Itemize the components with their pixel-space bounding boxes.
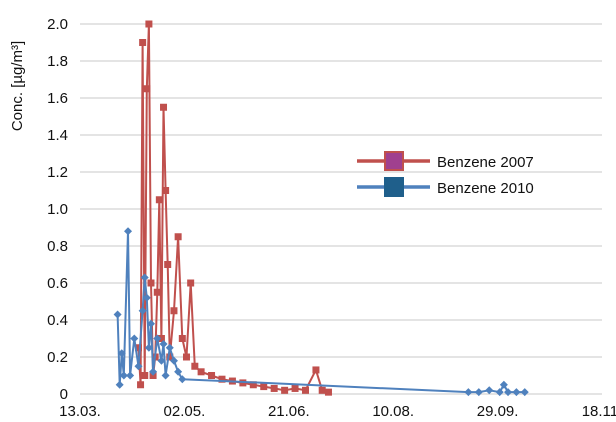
x-tick-label: 21.06.: [268, 403, 310, 420]
y-tick-label: 0.8: [47, 238, 68, 255]
y-axis-title: Conc. [µg/m³]: [9, 41, 26, 131]
data-point: [187, 279, 195, 287]
legend: Benzene 2007 Benzene 2010: [357, 151, 534, 197]
data-point: [117, 349, 126, 358]
data-point: [139, 39, 147, 46]
data-point: [119, 371, 128, 380]
series-benzene-2007: [134, 20, 332, 396]
data-point: [149, 367, 158, 376]
data-point: [174, 233, 182, 241]
data-point: [115, 380, 124, 389]
data-point: [147, 279, 155, 287]
data-point: [159, 340, 168, 349]
data-point: [178, 375, 187, 384]
data-point: [124, 227, 133, 236]
data-point: [312, 366, 320, 374]
data-point: [182, 353, 190, 361]
y-tick-label: 0.6: [47, 275, 68, 292]
y-tick-label: 0: [60, 386, 68, 403]
data-point: [142, 293, 151, 302]
data-point: [137, 381, 145, 389]
y-tick-label: 0.4: [47, 312, 68, 329]
y-tick-label: 1.0: [47, 201, 68, 218]
data-point: [302, 386, 310, 394]
data-point: [126, 371, 135, 380]
data-point: [474, 388, 483, 397]
data-point: [162, 187, 170, 194]
data-point: [281, 386, 289, 394]
legend-entry-benzene-2010: Benzene 2010: [357, 177, 534, 197]
data-point: [504, 388, 513, 397]
data-point: [169, 356, 178, 365]
y-tick-label: 1.6: [47, 90, 68, 107]
x-tick-label: 02.05.: [164, 403, 206, 420]
data-point: [146, 319, 155, 328]
data-point: [260, 383, 268, 391]
x-tick-label: 13.03.: [59, 403, 101, 420]
x-tick-label: 29.09.: [477, 403, 519, 420]
data-point: [512, 388, 521, 397]
data-point: [191, 362, 199, 370]
data-point: [174, 367, 183, 376]
data-point: [291, 384, 299, 392]
data-point: [170, 307, 178, 315]
data-point: [157, 356, 166, 365]
legend-marker-benzene-2007: [384, 151, 404, 171]
data-point: [197, 368, 205, 376]
y-tick-label: 1.4: [47, 127, 68, 144]
data-point: [160, 103, 168, 111]
data-point: [157, 335, 165, 342]
x-tick-label: 10.08.: [372, 403, 414, 420]
data-point: [153, 334, 162, 343]
data-point: [155, 196, 163, 204]
data-point: [164, 261, 172, 268]
data-point: [140, 273, 149, 282]
data-point: [161, 371, 170, 380]
legend-label-benzene-2010: Benzene 2010: [437, 180, 534, 197]
data-point: [208, 372, 216, 379]
data-point: [143, 85, 151, 93]
data-point: [166, 353, 174, 361]
data-point: [138, 306, 147, 315]
data-point: [145, 20, 153, 28]
data-point: [495, 388, 504, 397]
data-point: [113, 310, 122, 319]
y-tick-label: 1.2: [47, 164, 68, 181]
data-point: [141, 372, 149, 379]
x-axis-ticks: 13.03. 02.05. 21.06. 10.08. 29.09. 18.11.: [59, 403, 616, 420]
legend-label-benzene-2007: Benzene 2007: [437, 154, 534, 171]
data-point: [134, 362, 143, 371]
y-tick-label: 0.2: [47, 349, 68, 366]
data-series: [113, 20, 529, 397]
legend-entry-benzene-2007: Benzene 2007: [357, 151, 534, 171]
data-point: [130, 334, 139, 343]
data-point: [270, 384, 278, 392]
data-point: [144, 343, 153, 352]
data-point: [464, 388, 473, 397]
y-tick-label: 2.0: [47, 16, 68, 33]
data-point: [520, 388, 529, 397]
data-point: [134, 344, 142, 352]
y-axis-ticks: 0 0.2 0.4 0.6 0.8 1.0 1.2 1.4 1.6 1.8 2.0: [47, 16, 68, 403]
data-point: [499, 380, 508, 389]
y-tick-label: 1.8: [47, 53, 68, 70]
data-point: [485, 386, 494, 395]
legend-marker-benzene-2010: [384, 177, 404, 197]
series-line-benzene-2007: [137, 23, 329, 394]
data-point: [318, 386, 326, 394]
data-point: [153, 288, 161, 296]
data-point: [165, 343, 174, 352]
data-point: [249, 381, 257, 389]
series-benzene-2010: [113, 227, 529, 397]
x-tick-label: 18.11.: [582, 403, 616, 420]
data-point: [324, 388, 332, 396]
data-point: [178, 335, 186, 342]
data-point: [218, 375, 226, 383]
